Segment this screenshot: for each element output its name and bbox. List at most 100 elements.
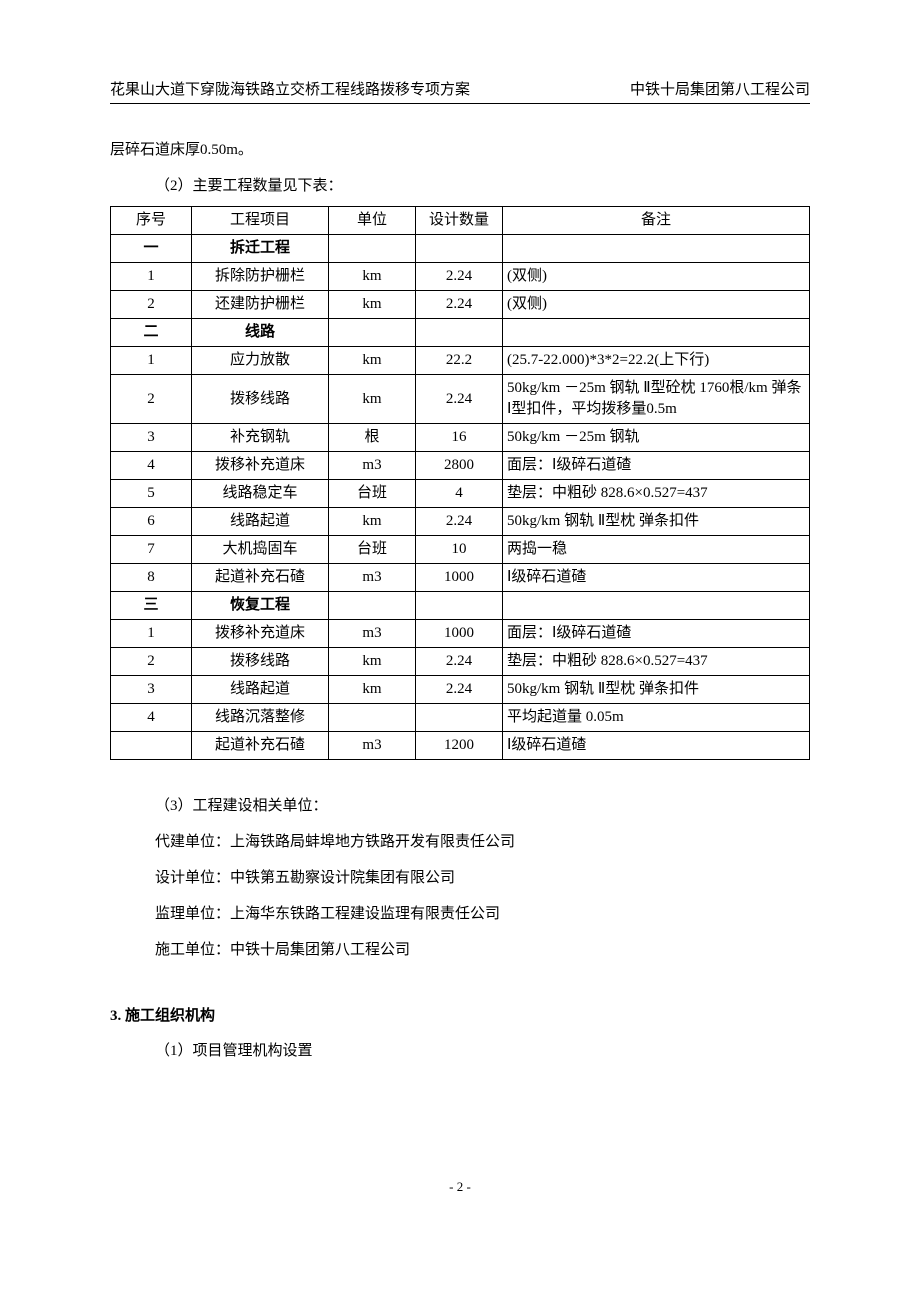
cell: 5 [111, 480, 192, 508]
cell: 2 [111, 375, 192, 424]
cell: 3 [111, 676, 192, 704]
cell: 平均起道量 0.05m [503, 704, 810, 732]
table-body: 一拆迁工程1拆除防护栅栏km2.24(双侧)2还建防护栅栏km2.24(双侧)二… [111, 235, 810, 760]
table-row: 2拨移线路km2.2450kg/km －25m 钢轨 Ⅱ型砼枕 1760根/km… [111, 375, 810, 424]
unit-line: 代建单位：上海铁路局蚌埠地方铁路开发有限责任公司 [110, 824, 810, 860]
intro-line: 层碎石道床厚0.50m。 [110, 132, 810, 168]
cell: 50kg/km －25m 钢轨 [503, 424, 810, 452]
cell: km [329, 648, 416, 676]
cell: km [329, 508, 416, 536]
table-row: 起道补充石碴m31200Ⅰ级碎石道碴 [111, 732, 810, 760]
cell: 22.2 [416, 347, 503, 375]
page-number: - 2 - [110, 1179, 810, 1195]
cell: km [329, 347, 416, 375]
cell: 线路起道 [192, 508, 329, 536]
cell: 应力放散 [192, 347, 329, 375]
cell: km [329, 263, 416, 291]
cell: 2.24 [416, 648, 503, 676]
col-unit: 单位 [329, 207, 416, 235]
cell: 2 [111, 648, 192, 676]
cell: 1 [111, 620, 192, 648]
cell: 2800 [416, 452, 503, 480]
cell: m3 [329, 452, 416, 480]
cell: 3 [111, 424, 192, 452]
cell [503, 319, 810, 347]
cell: 拨移补充道床 [192, 452, 329, 480]
table-row: 7大机捣固车台班10两捣一稳 [111, 536, 810, 564]
cell: 1000 [416, 620, 503, 648]
cell: 线路沉落整修 [192, 704, 329, 732]
cell: 拨移线路 [192, 648, 329, 676]
cell: 50kg/km 钢轨 Ⅱ型枕 弹条扣件 [503, 676, 810, 704]
cell: 50kg/km 钢轨 Ⅱ型枕 弹条扣件 [503, 508, 810, 536]
cell: 10 [416, 536, 503, 564]
cell: 起道补充石碴 [192, 732, 329, 760]
table-row: 4线路沉落整修平均起道量 0.05m [111, 704, 810, 732]
cell: 2.24 [416, 676, 503, 704]
cell [329, 319, 416, 347]
cell: 1000 [416, 564, 503, 592]
table-row: 1应力放散km22.2(25.7-22.000)*3*2=22.2(上下行) [111, 347, 810, 375]
cell: (25.7-22.000)*3*2=22.2(上下行) [503, 347, 810, 375]
cell: 4 [111, 452, 192, 480]
table-row: 三恢复工程 [111, 592, 810, 620]
cell: 起道补充石碴 [192, 564, 329, 592]
header-rule [110, 103, 810, 104]
header-left: 花果山大道下穿陇海铁路立交桥工程线路拨移专项方案 [110, 78, 470, 99]
table-row: 6线路起道km2.2450kg/km 钢轨 Ⅱ型枕 弹条扣件 [111, 508, 810, 536]
cell: 1200 [416, 732, 503, 760]
cell [416, 704, 503, 732]
section-3-sub: （1）项目管理机构设置 [110, 1033, 810, 1069]
cell [503, 592, 810, 620]
table-row: 二线路 [111, 319, 810, 347]
cell: 根 [329, 424, 416, 452]
cell [416, 235, 503, 263]
cell: 补充钢轨 [192, 424, 329, 452]
units-lead: （3）工程建设相关单位： [110, 788, 810, 824]
cell: 拨移补充道床 [192, 620, 329, 648]
cell: 两捣一稳 [503, 536, 810, 564]
cell: 还建防护栅栏 [192, 291, 329, 319]
table-row: 8起道补充石碴m31000Ⅰ级碎石道碴 [111, 564, 810, 592]
col-note: 备注 [503, 207, 810, 235]
cell: m3 [329, 620, 416, 648]
table-row: 3线路起道km2.2450kg/km 钢轨 Ⅱ型枕 弹条扣件 [111, 676, 810, 704]
cell: m3 [329, 732, 416, 760]
cell: 线路 [192, 319, 329, 347]
cell: Ⅰ级碎石道碴 [503, 564, 810, 592]
cell [416, 319, 503, 347]
table-row: 2拨移线路km2.24垫层：中粗砂 828.6×0.527=437 [111, 648, 810, 676]
cell: 二 [111, 319, 192, 347]
col-qty: 设计数量 [416, 207, 503, 235]
line-2: （2）主要工程数量见下表： [110, 168, 810, 204]
cell: (双侧) [503, 263, 810, 291]
cell: 一 [111, 235, 192, 263]
cell: 7 [111, 536, 192, 564]
cell: 台班 [329, 480, 416, 508]
cell: 面层：Ⅰ级碎石道碴 [503, 620, 810, 648]
unit-line: 监理单位：上海华东铁路工程建设监理有限责任公司 [110, 896, 810, 932]
cell: 2.24 [416, 508, 503, 536]
table-row: 1拨移补充道床m31000面层：Ⅰ级碎石道碴 [111, 620, 810, 648]
cell: 6 [111, 508, 192, 536]
cell: 2.24 [416, 263, 503, 291]
cell: 恢复工程 [192, 592, 329, 620]
cell: Ⅰ级碎石道碴 [503, 732, 810, 760]
quantity-table: 序号 工程项目 单位 设计数量 备注 一拆迁工程1拆除防护栅栏km2.24(双侧… [110, 206, 810, 760]
table-row: 5线路稳定车台班4垫层：中粗砂 828.6×0.527=437 [111, 480, 810, 508]
units-lines: 代建单位：上海铁路局蚌埠地方铁路开发有限责任公司设计单位：中铁第五勘察设计院集团… [110, 824, 810, 968]
cell: 2 [111, 291, 192, 319]
header-right: 中铁十局集团第八工程公司 [630, 78, 810, 99]
col-seq: 序号 [111, 207, 192, 235]
cell: 2.24 [416, 291, 503, 319]
cell: (双侧) [503, 291, 810, 319]
cell: 1 [111, 263, 192, 291]
cell: 8 [111, 564, 192, 592]
cell: 台班 [329, 536, 416, 564]
table-row: 一拆迁工程 [111, 235, 810, 263]
col-item: 工程项目 [192, 207, 329, 235]
cell: 拆迁工程 [192, 235, 329, 263]
cell: km [329, 375, 416, 424]
page-header: 花果山大道下穿陇海铁路立交桥工程线路拨移专项方案 中铁十局集团第八工程公司 [110, 78, 810, 99]
cell: 拆除防护栅栏 [192, 263, 329, 291]
